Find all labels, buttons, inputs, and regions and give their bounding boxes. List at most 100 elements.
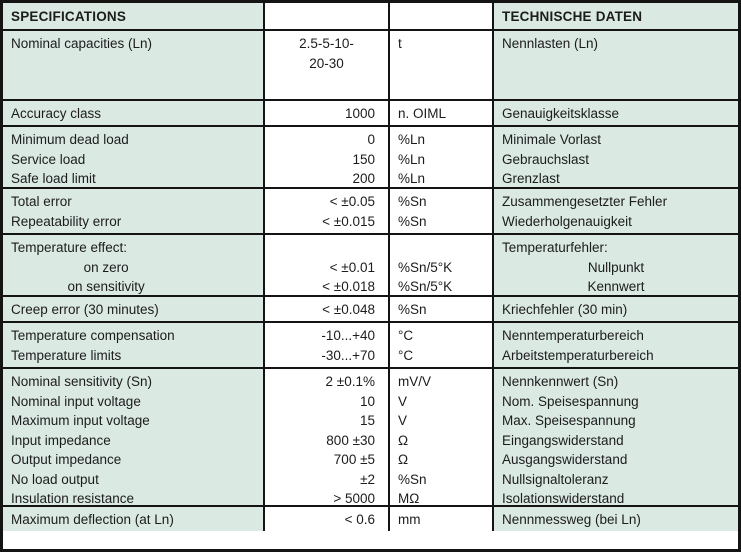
cell-line (11, 54, 255, 74)
spec-cell: Temperature effect: on zero on sensitivity (3, 235, 263, 295)
cell-line: Kennwert (587, 279, 645, 294)
cell-line: ±2 (360, 471, 375, 487)
cell-line: Eingangswiderstand (502, 432, 624, 448)
spec-cell: Nominal sensitivity (Sn) Nominal input vo… (3, 369, 263, 505)
cell-line: 0 (367, 132, 375, 147)
german-cell: Genauigkeitsklasse (492, 101, 738, 125)
unit-cell: °C °C (388, 323, 492, 367)
cell-line: Kriechfehler (30 min) (502, 302, 628, 317)
cell-line: Ausgangswiderstand (502, 452, 628, 467)
cell-line: %Sn (398, 194, 427, 209)
cell-line: Temperature compensation (11, 328, 175, 343)
cell-line: Arbeitstemperaturbereich (502, 347, 654, 363)
german-cell: Nenntemperaturbereich Arbeitstemperaturbe… (492, 323, 738, 367)
german-cell: Nennkennwert (Sn) Nom. Speisespannung Max.… (492, 369, 738, 505)
cell-line: -30...+70 (321, 347, 375, 363)
cell-line: Creep error (30 minutes) (11, 302, 159, 317)
cell-line: Maximum deflection (at Ln) (11, 512, 174, 527)
cell-line: -10...+40 (321, 328, 375, 343)
cell-line: Nullpunkt (587, 259, 645, 275)
cell-line: 800 ±30 (326, 432, 375, 448)
cell-line: Ω (398, 452, 409, 467)
cell-line: Insulation resistance (11, 491, 135, 505)
cell-line: Maximum input voltage (11, 413, 150, 428)
cell-line: Nennkennwert (Sn) (502, 374, 619, 389)
cell-line: < 0.6 (344, 512, 375, 527)
cell-line: Nominal sensitivity (Sn) (11, 374, 153, 389)
spec-cell: Accuracy class (3, 101, 263, 125)
unit-cell: %Sn %Sn (388, 189, 492, 233)
value-cell: 1000 (263, 101, 388, 125)
cell-line: %Sn (398, 471, 427, 487)
cell-line: < ±0.01 (329, 259, 375, 275)
cell-line: Max. Speisespannung (502, 413, 636, 428)
cell-line: Grenzlast (502, 171, 560, 186)
cell-line: 1000 (344, 106, 375, 121)
cell-line: < ±0.015 (322, 213, 375, 229)
cell-line: °C (398, 347, 414, 363)
cell-line (273, 238, 375, 258)
table-row-nominal-capacities: Nominal capacities (Ln) 2.5-5-10- 20-30 t … (3, 29, 738, 99)
cell-line: Genauigkeitsklasse (502, 106, 620, 121)
technische-daten-header: TECHNISCHE DATEN (492, 3, 738, 29)
table-row-temperature-range: Temperature compensation Temperature limi… (3, 321, 738, 367)
cell-line: < ±0.048 (322, 302, 375, 317)
cell-line: mm (398, 512, 421, 527)
unit-cell: t (388, 31, 492, 99)
value-cell: < ±0.048 (263, 297, 388, 321)
cell-line: < ±0.018 (322, 279, 375, 294)
cell-line: Service load (11, 151, 86, 167)
specifications-header: SPECIFICATIONS (3, 3, 263, 29)
cell-line: Isolationswiderstand (502, 491, 625, 505)
cell-line: Ω (398, 432, 409, 448)
cell-line: Zusammengesetzter Fehler (502, 194, 668, 209)
cell-line: Nominal input voltage (11, 393, 141, 409)
german-cell: Nennmessweg (bei Ln) (492, 507, 738, 531)
german-cell: Nennlasten (Ln) (492, 31, 738, 99)
cell-line: Total error (11, 194, 72, 209)
cell-line: < ±0.05 (329, 194, 375, 209)
cell-line: Safe load limit (11, 171, 96, 186)
cell-line: Minimale Vorlast (502, 132, 602, 147)
cell-line: on sensitivity (67, 279, 145, 294)
cell-line: Nullsignaltoleranz (502, 471, 609, 487)
cell-line (398, 238, 484, 258)
cell-line: Nennlasten (Ln) (502, 36, 599, 51)
cell-line: %Sn/5°K (398, 279, 453, 294)
table-header-row: SPECIFICATIONS TECHNISCHE DATEN (3, 3, 738, 29)
cell-line: 200 (352, 171, 375, 186)
table-row-electrical: Nominal sensitivity (Sn) Nominal input vo… (3, 367, 738, 505)
table-row-errors: Total error Repeatability error < ±0.05 < ±… (3, 187, 738, 233)
unit-column-header (388, 3, 492, 29)
value-column-header (263, 3, 388, 29)
cell-line: on zero (83, 259, 129, 275)
value-cell: 0 150 200 (263, 127, 388, 187)
cell-line: t (398, 36, 402, 51)
cell-line: Repeatability error (11, 213, 122, 229)
unit-cell: n. OIML (388, 101, 492, 125)
value-cell: < ±0.01 < ±0.018 (263, 235, 388, 295)
unit-cell: mV/V V V Ω Ω %Sn MΩ (388, 369, 492, 505)
table-row-load-limits: Minimum dead load Service load Safe load l… (3, 125, 738, 187)
table-row-deflection: Maximum deflection (at Ln) < 0.6 mm Nennmes… (3, 505, 738, 531)
cell-line: Nennmessweg (bei Ln) (502, 512, 641, 527)
cell-line: Gebrauchslast (502, 151, 590, 167)
german-cell: Temperaturfehler: Nullpunkt Kennwert (492, 235, 738, 295)
unit-cell: %Sn (388, 297, 492, 321)
cell-line: Temperature limits (11, 347, 122, 363)
spec-cell: Creep error (30 minutes) (3, 297, 263, 321)
cell-line: Nom. Speisespannung (502, 393, 639, 409)
cell-line (398, 54, 484, 74)
cell-line: Output impedance (11, 452, 122, 467)
cell-line: 700 ±5 (333, 452, 375, 467)
cell-line: Nominal capacities (Ln) (11, 36, 153, 51)
cell-line: 2 ±0.1% (325, 374, 375, 389)
spec-cell: Maximum deflection (at Ln) (3, 507, 263, 531)
value-cell: < 0.6 (263, 507, 388, 531)
spec-cell: Nominal capacities (Ln) (3, 31, 263, 99)
cell-line: 10 (359, 393, 375, 409)
german-cell: Zusammengesetzter Fehler Wiederholgenauig… (492, 189, 738, 233)
german-cell: Kriechfehler (30 min) (492, 297, 738, 321)
cell-line (502, 54, 730, 74)
